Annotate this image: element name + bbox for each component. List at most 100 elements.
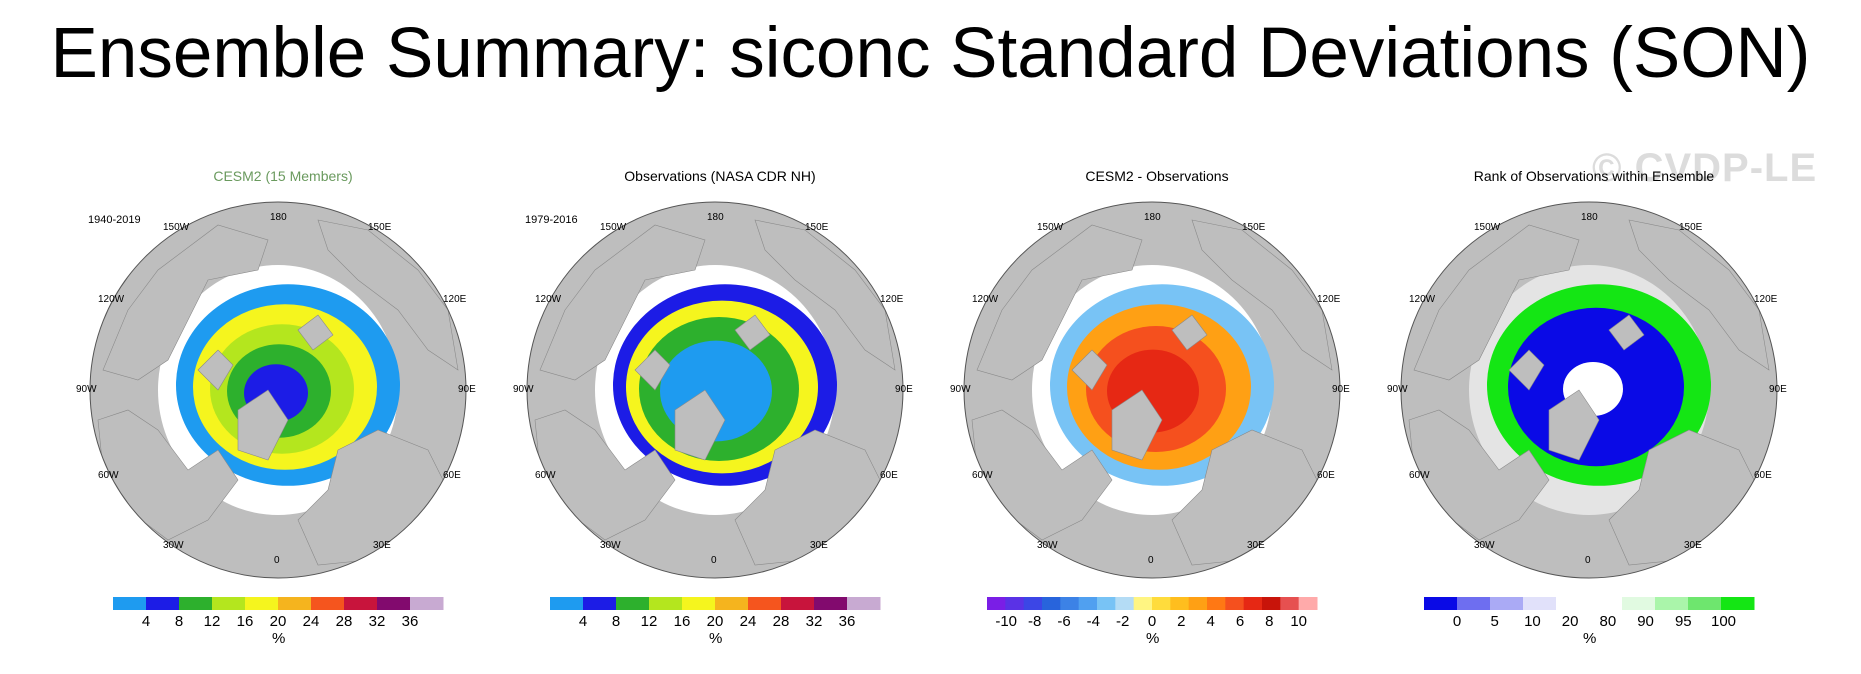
colorbar-tick-label: 24	[739, 613, 757, 630]
land-mass	[1628, 219, 1770, 371]
colorbar-segment	[1207, 597, 1226, 610]
longitude-label: 150W	[1474, 222, 1501, 233]
colorbar-tick-label: 20	[269, 613, 287, 630]
colorbar-tick-label: 5	[1490, 613, 1499, 630]
colorbar-tick-label: 28	[772, 613, 790, 630]
longitude-label: 30W	[600, 540, 621, 551]
colorbar-tick-label: 24	[302, 613, 320, 630]
map-panel-1: CESM2 (15 Members) 1940-2019 150W 180 150E 12…	[68, 160, 498, 660]
longitude-label: 180	[707, 212, 724, 223]
colorbar-segment	[1225, 597, 1245, 610]
watermark: © CVDP-LE	[1592, 146, 1818, 190]
colorbar-segment	[410, 597, 444, 610]
colorbar-segment	[1556, 597, 1590, 610]
colorbar-tick-label: -6	[1057, 613, 1071, 630]
panel-title: CESM2 - Observations	[1085, 168, 1229, 184]
land-mass	[634, 349, 671, 391]
longitude-label: 30W	[1474, 540, 1495, 551]
colorbar-segment	[1152, 597, 1171, 610]
land-mass	[1191, 219, 1333, 371]
colorbar-tick-label: 100	[1711, 613, 1737, 630]
longitude-label: 150W	[1037, 222, 1064, 233]
colorbar-tick-label: 10	[1290, 613, 1307, 630]
colorbar	[1424, 597, 1755, 610]
colorbar-unit-label: %	[709, 630, 723, 647]
polar-map	[963, 201, 1341, 579]
colorbar-segment	[1060, 597, 1080, 610]
colorbar-tick-label: 2	[1177, 613, 1186, 630]
land-mass	[1171, 314, 1208, 351]
longitude-label: 60E	[880, 470, 898, 481]
longitude-label: 150E	[1242, 222, 1266, 233]
land-mass	[1413, 224, 1580, 381]
colorbar-tick-label: 12	[640, 613, 658, 630]
map-border	[1400, 201, 1778, 579]
colorbar-segment	[748, 597, 782, 610]
land-mass	[1508, 349, 1545, 391]
colorbar-segment	[847, 597, 881, 610]
colorbar-segment	[1005, 597, 1025, 610]
map-panel-4: Rank of Observations within Ensemble 150W…	[1379, 160, 1809, 660]
longitude-label: 150E	[805, 222, 829, 233]
colorbar-unit-label: %	[272, 630, 286, 647]
land-mass	[1071, 349, 1108, 391]
colorbar-tick-label: 10	[1524, 613, 1541, 630]
land-mass	[1111, 389, 1163, 461]
colorbar-unit-label: %	[1583, 630, 1597, 647]
colorbar-segment	[781, 597, 815, 610]
panel-title: Observations (NASA CDR NH)	[624, 168, 816, 184]
colorbar-segment	[987, 597, 1006, 610]
colorbar-segment	[1589, 597, 1623, 610]
panel-title: Rank of Observations within Ensemble	[1473, 168, 1715, 184]
land-mass	[539, 224, 706, 381]
longitude-label: 60W	[972, 470, 993, 481]
page-title: Ensemble Summary: siconc Standard Deviat…	[50, 14, 1811, 93]
colorbar-tick-label: -4	[1086, 613, 1100, 630]
colorbar-tick-label: 4	[1206, 613, 1215, 630]
land-mass	[297, 314, 334, 351]
colorbar	[550, 597, 881, 610]
colorbar-segment	[1523, 597, 1557, 610]
colorbar-segment	[1280, 597, 1300, 610]
colorbar-segment	[715, 597, 749, 610]
colorbar-segment	[1170, 597, 1190, 610]
longitude-label: 90E	[1769, 384, 1787, 395]
longitude-label: 120W	[98, 294, 125, 305]
colorbar-tick-label: -8	[1027, 613, 1042, 630]
colorbar	[113, 597, 444, 610]
longitude-label: 0	[274, 555, 280, 566]
longitude-label: 90E	[458, 384, 476, 395]
longitude-label: 120W	[1409, 294, 1436, 305]
colorbar-segment	[1115, 597, 1135, 610]
colorbar-segment	[1298, 597, 1318, 610]
colorbar	[987, 597, 1318, 610]
longitude-label: 60W	[98, 470, 119, 481]
colorbar-segment	[1655, 597, 1689, 610]
colorbar-segment	[245, 597, 279, 610]
colorbar-segment	[814, 597, 848, 610]
colorbar-tick-label: -2	[1115, 613, 1130, 630]
colorbar-tick-label: 90	[1637, 613, 1654, 630]
colorbar-tick-label: 36	[838, 613, 856, 630]
longitude-label: 30E	[1247, 540, 1265, 551]
colorbar-tick-label: 4	[578, 613, 588, 630]
longitude-label: 120E	[880, 294, 904, 305]
map-border	[963, 201, 1341, 579]
polar-map	[89, 201, 467, 579]
colorbar-segment	[616, 597, 650, 610]
panel-title: CESM2 (15 Members)	[213, 168, 353, 184]
colorbar-tick-label: 6	[1235, 613, 1245, 630]
colorbar-segment	[146, 597, 180, 610]
colorbar-segment	[1424, 597, 1458, 610]
colorbar-tick-label: 4	[141, 613, 151, 630]
longitude-label: 0	[1585, 555, 1591, 566]
colorbar-segment	[1188, 597, 1208, 610]
longitude-label: 180	[1144, 212, 1161, 223]
colorbar-segment	[1042, 597, 1061, 610]
longitude-label: 90W	[950, 384, 971, 395]
colorbar-segment	[1133, 597, 1153, 610]
longitude-label: 150W	[163, 222, 190, 233]
longitude-label: 60E	[443, 470, 461, 481]
longitude-label: 30W	[163, 540, 184, 551]
longitude-label: 60E	[1317, 470, 1335, 481]
